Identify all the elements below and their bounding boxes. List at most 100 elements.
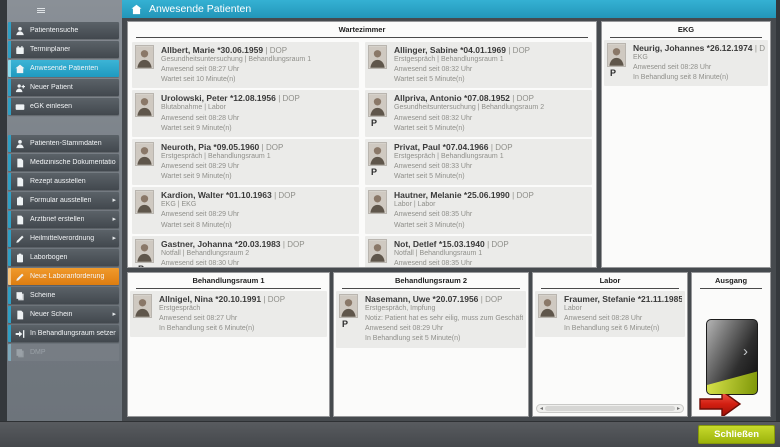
patient-card-left: P bbox=[607, 43, 629, 83]
patient-wait-status: In Behandlung seit 6 Minute(n) bbox=[159, 325, 255, 333]
sidebar-item-formular-ausstellen[interactable]: Formular ausstellen ▸ bbox=[8, 192, 119, 209]
patient-card-left bbox=[135, 141, 157, 182]
patient-card-body: Kardion, Walter *01.10.1963 | DOP EKG | … bbox=[157, 190, 356, 230]
patient-present-since: Anwesend seit 08:28 Uhr bbox=[161, 114, 240, 122]
patient-photo bbox=[135, 141, 154, 166]
patient-name: Urolowski, Peter *12.08.1956 bbox=[161, 93, 276, 104]
sidebar-item-laborbogen[interactable]: Laborbogen bbox=[8, 249, 119, 266]
privat-marker: P bbox=[610, 68, 617, 78]
new-schein-icon bbox=[15, 310, 25, 320]
patient-insurance-suffix: | DOP bbox=[261, 142, 284, 152]
door-chevron-icon: › bbox=[743, 343, 748, 360]
behandlungsraum-2-title: Behandlungsraum 2 bbox=[342, 276, 520, 289]
sidebar-item-label: Neuer Schein bbox=[30, 311, 73, 318]
privat-marker: P bbox=[138, 264, 157, 267]
sidebar-item-anwesende-patienten[interactable]: Anwesende Patienten bbox=[8, 60, 119, 77]
patient-photo bbox=[339, 294, 358, 318]
sidebar-item-label: Medizinische Dokumentation bbox=[30, 159, 116, 166]
patient-present-since: Anwesend seit 08:27 Uhr bbox=[161, 66, 240, 74]
patient-name: Neurig, Johannes *26.12.1974 bbox=[633, 43, 753, 53]
patient-card[interactable]: P Gastner, Johanna *20.03.1983 | DOP Not… bbox=[132, 235, 359, 267]
patient-service: Notfall | Behandlungsraum 2 bbox=[161, 249, 250, 257]
sidebar-item-label: Neuer Patient bbox=[30, 84, 73, 91]
patient-card[interactable]: P Nasemann, Uwe *20.07.1956 | DOP Erstge… bbox=[336, 291, 526, 348]
sidebar-item-egk-einlesen[interactable]: eGK einlesen bbox=[8, 98, 119, 115]
sidebar-item-heilmittelverordnung[interactable]: Heilmittelverordnung ▸ bbox=[8, 230, 119, 247]
page-header: Anwesende Patienten bbox=[122, 0, 776, 18]
sidebar-item-label: eGK einlesen bbox=[30, 103, 73, 110]
sidebar-item-neue-laboranforderung[interactable]: Neue Laboranforderung bbox=[8, 268, 119, 285]
patient-card-left bbox=[135, 190, 157, 230]
patient-service: Gesundheitsuntersuchung | Behandlungsrau… bbox=[161, 56, 312, 63]
patient-card-left: P bbox=[368, 141, 390, 182]
patient-card-left bbox=[135, 45, 157, 85]
sidebar-item-label: Heilmittelverordnung bbox=[30, 235, 95, 242]
patient-card-body: Allinger, Sabine *04.01.1969 | DOP Erstg… bbox=[390, 45, 589, 85]
patient-present-since: Anwesend seit 08:28 Uhr bbox=[564, 315, 643, 323]
sidebar-item-in-behandlungsraum-setzen[interactable]: In Behandlungsraum setzen bbox=[8, 325, 119, 342]
sidebar-item-neuer-patient[interactable]: Neuer Patient bbox=[8, 79, 119, 96]
patient-service: Notfall | Behandlungsraum 1 bbox=[394, 249, 483, 257]
patient-card[interactable]: Urolowski, Peter *12.08.1956 | DOP Bluta… bbox=[132, 90, 359, 137]
sidebar-group-secondary: Patienten-Stammdaten Medizinische Dokume… bbox=[7, 133, 122, 361]
patient-name: Not, Detlef *15.03.1940 bbox=[394, 238, 485, 249]
patient-name-line: Allbert, Marie *30.06.1959 | DOP bbox=[161, 45, 356, 55]
patient-present-since: Anwesend seit 08:27 Uhr bbox=[159, 315, 238, 323]
privat-marker: P bbox=[371, 166, 378, 177]
sidebar-item-medizinische-dokumentation[interactable]: Medizinische Dokumentation bbox=[8, 154, 119, 171]
patient-name: Nasemann, Uwe *20.07.1956 bbox=[365, 294, 479, 304]
patient-name: Fraumer, Stefanie *21.11.1985 bbox=[564, 294, 682, 304]
main-content: Wartezimmer Allbert, Marie *30.06.1959 |… bbox=[122, 18, 776, 421]
patient-card[interactable]: Fraumer, Stefanie *21.11.1985 | DOP Labo… bbox=[535, 291, 685, 338]
hamburger-menu-icon[interactable] bbox=[37, 7, 45, 13]
patient-card-left bbox=[368, 238, 390, 267]
behandlungsraum-1-title: Behandlungsraum 1 bbox=[136, 276, 321, 289]
ekg-title: EKG bbox=[610, 25, 762, 38]
patient-card[interactable]: Neuroth, Pia *09.05.1960 | DOP Erstgespr… bbox=[132, 138, 359, 186]
page-title: Anwesende Patienten bbox=[149, 3, 252, 15]
patient-insurance-suffix: | DOP bbox=[512, 94, 534, 104]
patient-card[interactable]: P Allpriva, Antonio *07.08.1952 | DOP Ge… bbox=[365, 90, 592, 137]
sidebar-item-patientensuche[interactable]: Patientensuche bbox=[8, 22, 119, 39]
patient-service: Erstgespräch | Behandlungsraum 1 bbox=[394, 56, 504, 63]
scrollbar-thumb[interactable] bbox=[545, 406, 675, 411]
patient-card[interactable]: Not, Detlef *15.03.1940 | DOP Notfall | … bbox=[365, 235, 592, 267]
patient-photo bbox=[538, 294, 557, 318]
patient-card[interactable]: P Neurig, Johannes *26.12.1974 | DOP EKG… bbox=[604, 40, 768, 87]
sidebar-item-patienten-stammdaten[interactable]: Patienten-Stammdaten bbox=[8, 135, 119, 152]
scroll-right-arrow-icon[interactable]: ▸ bbox=[676, 406, 680, 412]
patient-card[interactable]: Allbert, Marie *30.06.1959 | DOP Gesundh… bbox=[132, 42, 359, 89]
ekg-panel: EKG P Neurig, Johannes *26.12.1974 | DOP… bbox=[601, 21, 771, 268]
sidebar-item-neuer-schein[interactable]: Neuer Schein ▸ bbox=[8, 306, 119, 323]
exit-door-icon[interactable]: › bbox=[699, 319, 758, 416]
scroll-left-arrow-icon[interactable]: ◂ bbox=[540, 406, 544, 412]
sidebar: Patientensuche Terminplaner Anwesende Pa… bbox=[7, 0, 122, 421]
patient-name: Privat, Paul *07.04.1966 bbox=[394, 141, 489, 152]
patient-present-since: Anwesend seit 08:35 Uhr bbox=[394, 259, 473, 267]
patient-card[interactable]: P Privat, Paul *07.04.1966 | DOP Erstges… bbox=[365, 138, 592, 186]
sidebar-item-scheine[interactable]: Scheine bbox=[8, 287, 119, 304]
patient-card-left bbox=[133, 294, 155, 334]
patient-card[interactable]: Allinger, Sabine *04.01.1969 | DOP Erstg… bbox=[365, 42, 592, 89]
sidebar-item-terminplaner[interactable]: Terminplaner bbox=[8, 41, 119, 58]
close-button[interactable]: Schließen bbox=[698, 425, 775, 444]
patient-photo bbox=[607, 43, 626, 67]
submenu-arrow-icon: ▸ bbox=[112, 235, 116, 242]
wartezimmer-panel: Wartezimmer Allbert, Marie *30.06.1959 |… bbox=[127, 21, 597, 268]
sidebar-group-primary: Patientensuche Terminplaner Anwesende Pa… bbox=[7, 20, 122, 115]
patient-wait-status: Wartet seit 9 Minute(n) bbox=[161, 124, 232, 132]
patient-card[interactable]: Kardion, Walter *01.10.1963 | DOP EKG | … bbox=[132, 187, 359, 234]
sidebar-item-arztbrief-erstellen[interactable]: Arztbrief erstellen ▸ bbox=[8, 211, 119, 228]
submenu-arrow-icon: ▸ bbox=[112, 311, 116, 318]
dmp-icon bbox=[15, 348, 25, 358]
patient-card[interactable]: Hautner, Melanie *25.06.1990 | DOP Labor… bbox=[365, 187, 592, 234]
new-lab-request-icon bbox=[15, 272, 25, 282]
patient-card-left: P bbox=[368, 93, 390, 133]
submenu-arrow-icon: ▸ bbox=[112, 216, 116, 223]
sidebar-item-rezept-ausstellen[interactable]: Rezept ausstellen bbox=[8, 173, 119, 190]
patient-card-body: Not, Detlef *15.03.1940 | DOP Notfall | … bbox=[390, 238, 589, 267]
patient-present-since: Anwesend seit 08:29 Uhr bbox=[161, 211, 240, 219]
horizontal-scrollbar[interactable]: ◂ ▸ bbox=[536, 404, 684, 413]
patient-card[interactable]: Allnigel, Nina *20.10.1991 | DOP Erstges… bbox=[130, 291, 327, 338]
patient-wait-status: In Behandlung seit 8 Minute(n) bbox=[633, 74, 729, 82]
